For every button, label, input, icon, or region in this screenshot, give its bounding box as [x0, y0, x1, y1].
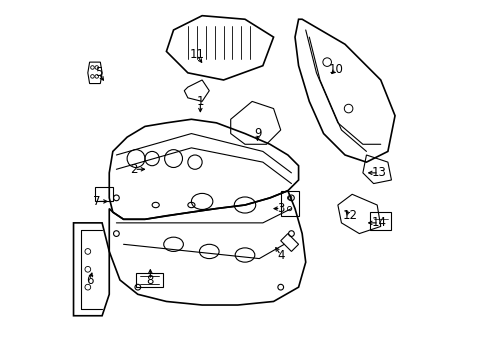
- Text: 7: 7: [93, 195, 100, 208]
- Text: 3: 3: [277, 202, 284, 215]
- Text: 2: 2: [130, 163, 138, 176]
- Text: 6: 6: [86, 274, 94, 287]
- Text: 5: 5: [95, 66, 102, 79]
- Text: 9: 9: [254, 127, 261, 140]
- Text: 14: 14: [371, 216, 387, 229]
- Text: 13: 13: [371, 166, 387, 179]
- Text: 11: 11: [189, 49, 204, 62]
- Text: 8: 8: [147, 274, 154, 287]
- Text: 4: 4: [277, 248, 285, 261]
- Text: 1: 1: [196, 95, 204, 108]
- Text: 10: 10: [329, 63, 343, 76]
- Text: 12: 12: [343, 209, 358, 222]
